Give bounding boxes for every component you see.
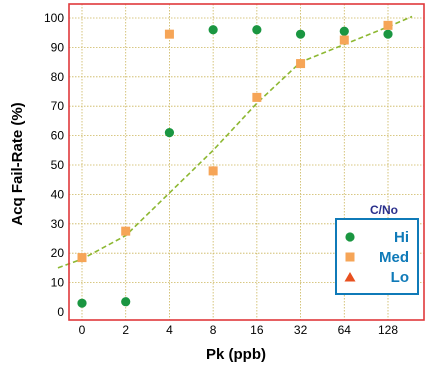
data-point-med-16 (252, 92, 262, 102)
x-tick-label-32: 32 (294, 323, 308, 337)
legend-label-hi: Hi (394, 229, 409, 246)
grid-layer (69, 4, 424, 320)
data-point-hi-16 (252, 25, 262, 35)
data-point-hi-128 (383, 29, 393, 39)
data-point-med-8 (208, 166, 218, 176)
data-point-med-0 (77, 253, 87, 263)
data-point-med-64 (339, 35, 349, 45)
y-tick-label-60: 60 (51, 129, 65, 143)
frame-layer (68, 3, 425, 321)
x-tick-label-4: 4 (166, 323, 173, 337)
y-tick-label-10: 10 (51, 276, 65, 290)
data-point-hi-32 (295, 29, 306, 39)
legend-marker-hi (345, 232, 355, 242)
y-tick-label-0: 0 (57, 305, 64, 319)
x-tick-label-16: 16 (250, 323, 264, 337)
x-axis-title: Pk (ppb) (206, 346, 266, 363)
y-tick-label-90: 90 (51, 40, 65, 54)
legend-marker-med (345, 252, 355, 262)
y-tick-label-70: 70 (51, 99, 65, 113)
x-tick-label-128: 128 (378, 323, 398, 337)
legend-marker-lo (344, 272, 356, 282)
data-point-hi-0 (77, 298, 87, 308)
data-point-med-4 (164, 29, 174, 39)
y-tick-label-30: 30 (51, 217, 65, 231)
legend: C/No Hi Med Lo (335, 203, 419, 295)
x-tick-labels: 0 2 4 8 16 32 64 128 (79, 323, 399, 337)
y-tick-labels: 0 10 20 30 40 50 60 70 80 90 100 (44, 11, 64, 319)
data-point-hi-8 (208, 25, 218, 35)
y-tick-label-50: 50 (51, 158, 65, 172)
data-point-hi-2 (121, 297, 131, 307)
data-point-med-32 (296, 59, 306, 69)
legend-label-med: Med (379, 249, 409, 266)
data-point-hi-4 (164, 128, 175, 138)
data-point-med-2 (121, 226, 131, 236)
x-tick-label-2: 2 (122, 323, 129, 337)
x-tick-label-64: 64 (338, 323, 352, 337)
y-tick-label-80: 80 (51, 70, 65, 84)
legend-title: C/No (370, 203, 398, 217)
y-tick-label-100: 100 (44, 11, 64, 25)
y-tick-label-20: 20 (51, 246, 65, 260)
y-tick-label-40: 40 (51, 187, 65, 201)
trendline (57, 15, 413, 269)
data-point-med-128 (383, 20, 393, 30)
x-tick-label-0: 0 (79, 323, 86, 337)
legend-entries: Hi Med Lo (344, 229, 409, 286)
plot-frame (68, 3, 425, 321)
legend-label-lo: Lo (391, 269, 409, 286)
trendline-layer (57, 15, 413, 269)
data-point-hi-64 (339, 26, 349, 36)
points-layer (77, 20, 393, 308)
y-axis-title: Acq Fail-Rate (%) (9, 102, 26, 225)
x-tick-label-8: 8 (210, 323, 217, 337)
